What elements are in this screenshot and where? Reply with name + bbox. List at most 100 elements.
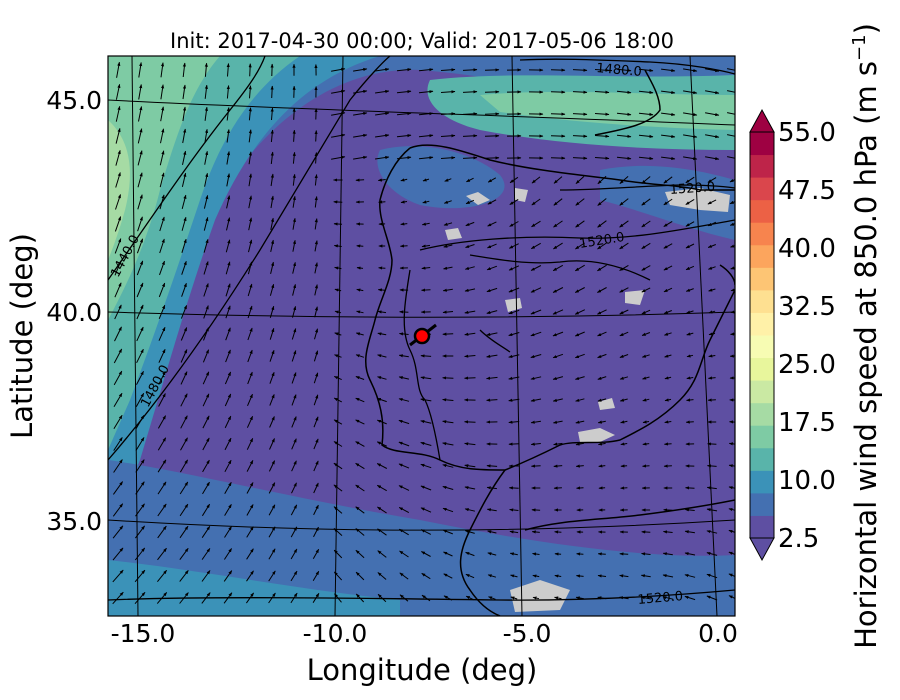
wind-vector xyxy=(137,150,143,166)
wind-vector xyxy=(554,552,562,556)
wind-vector xyxy=(181,282,187,297)
wind-vector xyxy=(530,331,542,337)
wind-vector xyxy=(552,376,564,380)
wind-vector xyxy=(638,134,654,138)
wind-vector xyxy=(182,62,186,78)
wind-vector xyxy=(443,573,453,579)
wind-vectors xyxy=(112,61,735,605)
wind-vector xyxy=(575,376,585,380)
wind-vector xyxy=(552,309,564,315)
wind-vector xyxy=(597,220,607,228)
wind-vector xyxy=(442,507,454,513)
wind-vector xyxy=(314,328,319,340)
wind-vector xyxy=(509,508,519,512)
wind-vector xyxy=(396,134,412,138)
wind-vector xyxy=(158,326,166,341)
wind-vector xyxy=(115,128,121,144)
wind-vector xyxy=(462,90,478,94)
wind-vector xyxy=(420,507,432,513)
wind-vector xyxy=(223,592,233,604)
wind-vector xyxy=(683,112,698,117)
wind-vector xyxy=(598,464,606,468)
wind-vector xyxy=(333,419,343,425)
wind-vector xyxy=(487,199,497,205)
wind-vector xyxy=(464,530,475,534)
wind-vector xyxy=(290,570,298,582)
wind-vector xyxy=(314,262,318,274)
wind-vector xyxy=(728,595,735,600)
wind-vector xyxy=(135,415,145,429)
wind-vector xyxy=(179,503,189,517)
wind-vector xyxy=(245,592,255,604)
wind-vector xyxy=(331,111,346,116)
wind-vector xyxy=(248,151,252,165)
wind-vector xyxy=(727,90,735,93)
wind-vector xyxy=(508,486,519,490)
wind-vector xyxy=(399,594,409,602)
wind-vector xyxy=(137,194,143,210)
wind-vector xyxy=(160,106,165,122)
wind-vector xyxy=(464,508,476,512)
wind-vector xyxy=(290,526,298,538)
wind-vector xyxy=(572,68,588,72)
wind-vector xyxy=(226,151,231,165)
wind-vector xyxy=(355,332,364,336)
colorbar-segment xyxy=(750,425,774,449)
wind-vector xyxy=(181,238,187,253)
wind-vector xyxy=(396,156,412,160)
wind-vector xyxy=(333,571,343,581)
station-marker xyxy=(409,323,437,347)
wind-vector xyxy=(728,573,735,577)
wind-vector xyxy=(312,570,320,582)
wind-vector xyxy=(355,484,365,492)
wind-vector xyxy=(597,376,607,380)
wind-vector xyxy=(247,349,253,363)
wind-vector xyxy=(203,195,209,209)
wind-vector xyxy=(620,420,628,424)
wind-vector xyxy=(203,217,209,231)
wind-vector xyxy=(268,548,276,560)
wind-vector xyxy=(269,438,275,450)
wind-vector xyxy=(333,222,343,226)
wind-vector xyxy=(486,508,497,512)
wind-vector xyxy=(291,350,297,362)
wind-vector xyxy=(418,156,434,160)
wind-vector xyxy=(312,592,320,603)
wind-vector xyxy=(314,284,318,296)
wind-vector xyxy=(442,420,454,424)
wind-vector xyxy=(664,442,672,446)
wind-vector xyxy=(486,265,498,271)
wind-vector xyxy=(396,112,412,116)
wind-vector xyxy=(487,530,497,534)
wind-vector xyxy=(377,288,386,292)
wind-vector xyxy=(398,376,410,380)
wind-vector xyxy=(619,309,629,315)
wind-vector xyxy=(291,372,297,384)
wind-vector xyxy=(462,134,478,138)
wind-vector xyxy=(355,528,365,536)
wind-vector xyxy=(179,570,189,582)
wind-vector xyxy=(204,128,209,143)
wind-vector xyxy=(137,128,143,144)
wind-vector xyxy=(355,419,365,425)
wind-vector xyxy=(248,85,252,99)
wind-vector xyxy=(375,111,390,116)
wind-vector xyxy=(420,485,432,491)
wind-vector xyxy=(553,442,563,446)
wind-vector xyxy=(355,593,365,603)
wind-vector xyxy=(292,129,296,142)
wind-vector xyxy=(356,288,364,292)
wind-vector xyxy=(134,591,146,605)
wind-vector xyxy=(248,239,253,253)
wind-vector xyxy=(487,552,497,556)
wind-vector xyxy=(201,548,211,560)
wind-vector xyxy=(114,282,122,298)
colorbar-tick-label: 25.0 xyxy=(778,350,836,380)
wind-vector xyxy=(685,486,695,490)
wind-vector xyxy=(375,67,390,72)
wind-vector xyxy=(597,175,607,185)
wind-vector xyxy=(136,348,144,364)
x-tick-label: -5.0 xyxy=(503,619,552,648)
wind-vector xyxy=(224,437,232,451)
wind-vector xyxy=(224,481,232,494)
